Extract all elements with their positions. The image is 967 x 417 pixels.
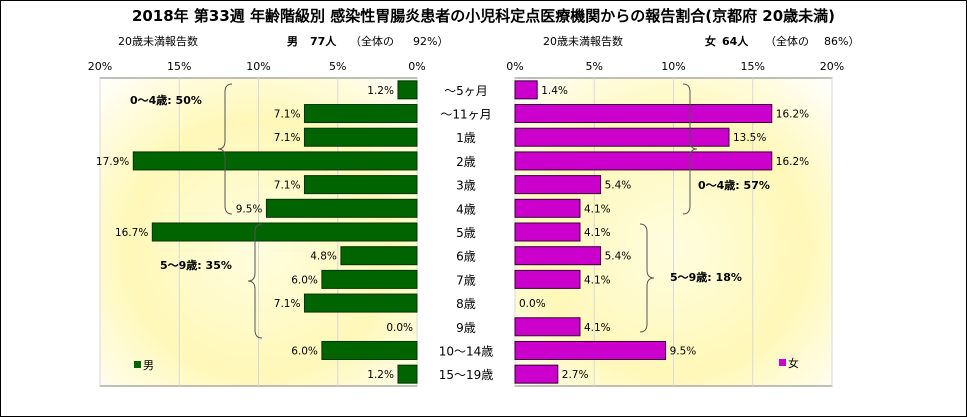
female-bar [514, 151, 773, 171]
age-category-label: 2歳 [456, 155, 476, 169]
male-bar [303, 104, 418, 124]
left-share-prefix: （全体の [350, 35, 394, 48]
female-legend-swatch [779, 359, 786, 366]
male-data-label: 9.5% [236, 203, 263, 215]
right-brace-0-4 [682, 83, 698, 215]
left-tick-label: 0% [408, 60, 425, 73]
left-caption: 20歳未満報告数 [118, 35, 198, 48]
age-category-label: ～11ヶ月 [440, 108, 491, 122]
left-brace-0-4 [217, 83, 233, 215]
age-category-label: 3歳 [456, 179, 476, 193]
female-bar [514, 317, 581, 337]
age-category-label: 4歳 [456, 202, 476, 216]
right-count: 64人 [722, 35, 749, 48]
left-brace-5-9 [247, 223, 263, 339]
male-bar [151, 222, 418, 242]
annotation-female-5-9: 5～9歳: 18% [670, 270, 742, 284]
male-bar [132, 151, 418, 171]
female-bar [514, 198, 581, 218]
female-bar [514, 104, 773, 124]
right-brace-5-9 [639, 223, 655, 333]
age-category-label: 10～14歳 [439, 344, 494, 358]
right-tick-label: 5% [586, 60, 603, 73]
female-data-label: 16.2% [776, 109, 809, 121]
female-data-label: 4.1% [584, 274, 611, 286]
male-data-label: 7.1% [274, 180, 301, 192]
right-tick-label: 15% [741, 60, 765, 73]
age-category-label: 9歳 [456, 321, 476, 335]
male-bar [397, 80, 418, 100]
male-data-label: 17.9% [96, 156, 129, 168]
left-sex-label: 男 [287, 35, 298, 48]
female-data-label: 16.2% [776, 156, 809, 168]
right-tick-label: 10% [661, 60, 685, 73]
age-category-label: 6歳 [456, 250, 476, 264]
age-category-label: 8歳 [456, 297, 476, 311]
female-data-label: 4.1% [584, 203, 611, 215]
right-tick-label: 0% [506, 60, 523, 73]
left-tick-label: 10% [246, 60, 270, 73]
right-sex-label: 女 [705, 35, 716, 48]
female-data-label: 1.4% [541, 85, 568, 97]
female-data-label: 5.4% [605, 251, 632, 263]
female-data-label: 4.1% [584, 322, 611, 334]
male-bar [397, 364, 418, 384]
male-bar [303, 175, 418, 195]
annotation-male-5-9: 5～9歳: 35% [160, 258, 232, 272]
female-legend-label: 女 [788, 356, 799, 370]
right-caption: 20歳未満報告数 [543, 35, 623, 48]
age-category-label: 1歳 [456, 131, 476, 145]
female-data-label: 2.7% [562, 369, 589, 381]
female-bar [514, 222, 581, 242]
right-share: 86%） [824, 35, 860, 48]
male-data-label: 6.0% [291, 345, 318, 357]
female-bar [514, 246, 602, 266]
male-data-label: 7.1% [274, 132, 301, 144]
female-data-label: 13.5% [733, 132, 766, 144]
male-data-label: 0.0% [386, 322, 413, 334]
female-data-label: 0.0% [519, 298, 546, 310]
female-data-label: 4.1% [584, 227, 611, 239]
male-data-label: 4.8% [310, 251, 337, 263]
male-data-label: 1.2% [367, 369, 394, 381]
male-legend-label: 男 [143, 359, 154, 372]
female-bar [514, 340, 667, 360]
female-bar [514, 80, 538, 100]
male-bar [321, 340, 418, 360]
chart-title: 2018年 第33週 年齢階級別 感染性胃腸炎患者の小児科定点医療機関からの報告… [131, 7, 836, 25]
left-count: 77人 [310, 35, 337, 48]
male-data-label: 6.0% [291, 274, 318, 286]
male-bar [303, 127, 418, 147]
male-bar [321, 269, 418, 289]
male-data-label: 1.2% [367, 85, 394, 97]
age-category-label: 7歳 [456, 273, 476, 287]
right-tick-label: 20% [820, 60, 844, 73]
annotation-male-0-4: 0～4歳: 50% [130, 93, 202, 107]
age-category-label: 5歳 [456, 226, 476, 240]
male-data-label: 7.1% [274, 109, 301, 121]
female-bar [514, 269, 581, 289]
male-data-label: 7.1% [274, 298, 301, 310]
annotation-female-0-4: 0～4歳: 57% [698, 178, 770, 192]
age-category-label: 15～19歳 [439, 368, 494, 382]
female-bar [514, 175, 602, 195]
female-data-label: 5.4% [605, 180, 632, 192]
female-data-label: 9.5% [670, 345, 697, 357]
female-bar [514, 364, 559, 384]
right-share-prefix: （全体の [765, 35, 809, 48]
left-tick-label: 15% [167, 60, 191, 73]
male-legend-swatch [134, 361, 141, 368]
male-bar [265, 198, 418, 218]
female-bar [514, 127, 730, 147]
male-bar [303, 293, 418, 313]
left-tick-label: 5% [329, 60, 346, 73]
left-share: 92%） [413, 35, 449, 48]
age-category-label: ～5ヶ月 [444, 84, 488, 98]
male-bar [340, 246, 418, 266]
left-tick-label: 20% [88, 60, 112, 73]
male-data-label: 16.7% [115, 227, 148, 239]
